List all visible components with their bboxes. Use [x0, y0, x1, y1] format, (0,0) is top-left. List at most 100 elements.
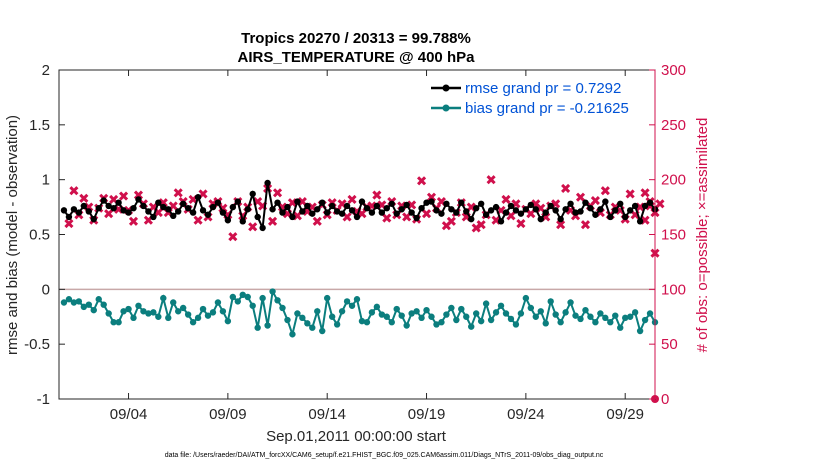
bias-point	[80, 303, 88, 311]
rmse-point	[115, 199, 122, 206]
bias-point	[403, 322, 410, 329]
bias-point	[537, 308, 544, 315]
rmse-point	[388, 200, 395, 207]
bias-point	[328, 313, 336, 320]
x-axis-label: Sep.01,2011 00:00:00 start	[266, 428, 447, 445]
rmse-point	[507, 202, 515, 210]
rmse-point	[622, 213, 629, 221]
obs-assimilated-point	[372, 190, 382, 200]
rmse-point	[383, 204, 390, 212]
rmse-point	[631, 202, 639, 210]
rmse-point	[468, 215, 475, 223]
rmse-point	[602, 198, 609, 205]
rmse-point	[428, 198, 435, 205]
obs-assimilated-mark	[561, 183, 571, 194]
bias-point	[264, 322, 271, 329]
bias-point	[497, 302, 505, 309]
bias-point	[607, 319, 614, 326]
rmse-point	[95, 204, 102, 212]
legend-label-bias: bias grand pr = -0.21625	[465, 100, 629, 117]
obs-assimilated-mark	[446, 216, 456, 226]
bias-point	[552, 311, 559, 318]
obs-assimilated-point	[312, 216, 322, 226]
y-right-tick-label: 250	[661, 117, 686, 134]
obs-assimilated-mark	[272, 188, 283, 198]
rmse-point	[448, 206, 455, 213]
x-tick-label: 09/19	[408, 406, 446, 423]
y-axis-right-label: # of obs: o=possible; ×=assimilated	[694, 118, 711, 353]
bias-point	[189, 319, 197, 326]
rmse-point	[423, 199, 430, 206]
rmse-point	[617, 200, 624, 207]
bias-point	[373, 303, 381, 311]
obs-assimilated-point	[501, 194, 511, 204]
bias-point	[338, 308, 346, 315]
bias-point	[284, 316, 291, 324]
legend-marker-rmse	[442, 84, 450, 92]
bias-point	[353, 296, 361, 303]
y-right-tick-label: 100	[661, 281, 686, 298]
obs-assimilated-point	[526, 209, 536, 219]
obs-assimilated-point	[119, 191, 129, 201]
rmse-point	[274, 199, 281, 206]
rmse-point	[557, 215, 564, 223]
bias-point	[249, 302, 256, 309]
rmse-point	[636, 218, 644, 225]
rmse-point	[582, 199, 589, 206]
bias-point	[517, 310, 525, 317]
bias-point	[120, 308, 127, 315]
rmse-point	[100, 197, 107, 204]
rmse-point	[522, 206, 530, 213]
obs-assimilated-mark	[580, 220, 591, 230]
rmse-point	[348, 207, 356, 214]
rmse-point	[140, 202, 147, 210]
rmse-point	[413, 214, 420, 222]
rmse-point	[294, 198, 301, 205]
bias-point	[85, 301, 93, 308]
bias-point	[244, 293, 251, 301]
obs-assimilated-point	[104, 209, 114, 219]
bias-point	[393, 305, 400, 313]
bias-point	[204, 312, 212, 319]
obs-assimilated-mark	[372, 190, 382, 200]
obs-assimilated-point	[575, 192, 586, 202]
bias-point	[95, 296, 102, 303]
bias-point	[577, 315, 584, 323]
bias-point	[194, 314, 202, 322]
rmse-point	[130, 204, 137, 212]
rmse-point	[408, 209, 415, 216]
rmse-point	[60, 207, 68, 214]
y-right-tick-label: 0	[661, 391, 669, 408]
bias-point	[125, 305, 132, 313]
obs-assimilated-mark	[64, 218, 74, 229]
obs-assimilated-mark	[476, 220, 486, 230]
obs-assimilated-point	[516, 218, 526, 229]
rmse-point	[189, 209, 197, 216]
bias-point	[179, 304, 187, 312]
obs-assimilated-point	[347, 194, 357, 204]
bias-point	[239, 291, 246, 299]
bias-point	[130, 314, 137, 322]
y-tick-label: -1	[37, 391, 50, 408]
obs-assimilated-mark	[104, 209, 114, 219]
bias-point	[617, 324, 624, 331]
bias-point	[150, 309, 157, 316]
bias-point	[378, 311, 386, 318]
bias-point	[160, 294, 167, 302]
x-tick-label: 09/24	[507, 406, 545, 423]
bias-point	[542, 320, 549, 327]
rmse-point	[547, 202, 554, 210]
bias-point	[274, 297, 281, 304]
bias-point	[269, 288, 276, 295]
bias-point	[502, 310, 510, 317]
rmse-point	[537, 215, 544, 223]
rmse-point	[438, 210, 445, 217]
bias-point	[631, 309, 639, 316]
bias-point	[418, 314, 425, 322]
obs-assimilated-mark	[501, 194, 511, 204]
rmse-point	[324, 209, 331, 216]
obs-assimilated-mark	[382, 213, 392, 223]
rmse-point	[85, 208, 93, 215]
bias-point	[636, 327, 644, 335]
rmse-point	[363, 204, 371, 212]
